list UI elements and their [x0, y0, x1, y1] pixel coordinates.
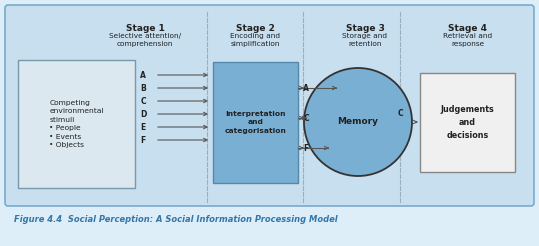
FancyBboxPatch shape: [5, 5, 534, 206]
Text: Judgements
and
decisions: Judgements and decisions: [440, 105, 494, 140]
Text: D: D: [140, 110, 146, 119]
Text: Competing
environmental
stimuli
• People
• Events
• Objects: Competing environmental stimuli • People…: [49, 100, 103, 148]
Text: Stage 1: Stage 1: [126, 24, 164, 33]
FancyBboxPatch shape: [420, 73, 515, 172]
Text: Stage 2: Stage 2: [236, 24, 274, 33]
Text: F: F: [140, 136, 146, 145]
FancyBboxPatch shape: [18, 60, 135, 188]
Text: C: C: [140, 97, 146, 106]
Ellipse shape: [304, 68, 412, 176]
Text: A: A: [303, 84, 309, 93]
Text: Interpretation
and
categorisation: Interpretation and categorisation: [225, 111, 286, 134]
Text: Selective attention/
comprehension: Selective attention/ comprehension: [109, 33, 181, 47]
Text: C: C: [397, 109, 403, 119]
Text: Retrieval and
response: Retrieval and response: [444, 33, 493, 47]
FancyBboxPatch shape: [213, 62, 298, 183]
Text: F: F: [303, 144, 309, 153]
Text: A: A: [140, 71, 146, 80]
Text: E: E: [140, 123, 146, 132]
Text: Stage 3: Stage 3: [345, 24, 384, 33]
Text: B: B: [140, 84, 146, 93]
Text: Encoding and
simplification: Encoding and simplification: [230, 33, 280, 47]
Text: Stage 4: Stage 4: [448, 24, 487, 33]
Text: Memory: Memory: [337, 118, 378, 126]
Text: C: C: [303, 114, 309, 123]
Text: Figure 4.4  Social Perception: A Social Information Processing Model: Figure 4.4 Social Perception: A Social I…: [14, 215, 337, 224]
Text: Storage and
retention: Storage and retention: [342, 33, 388, 47]
